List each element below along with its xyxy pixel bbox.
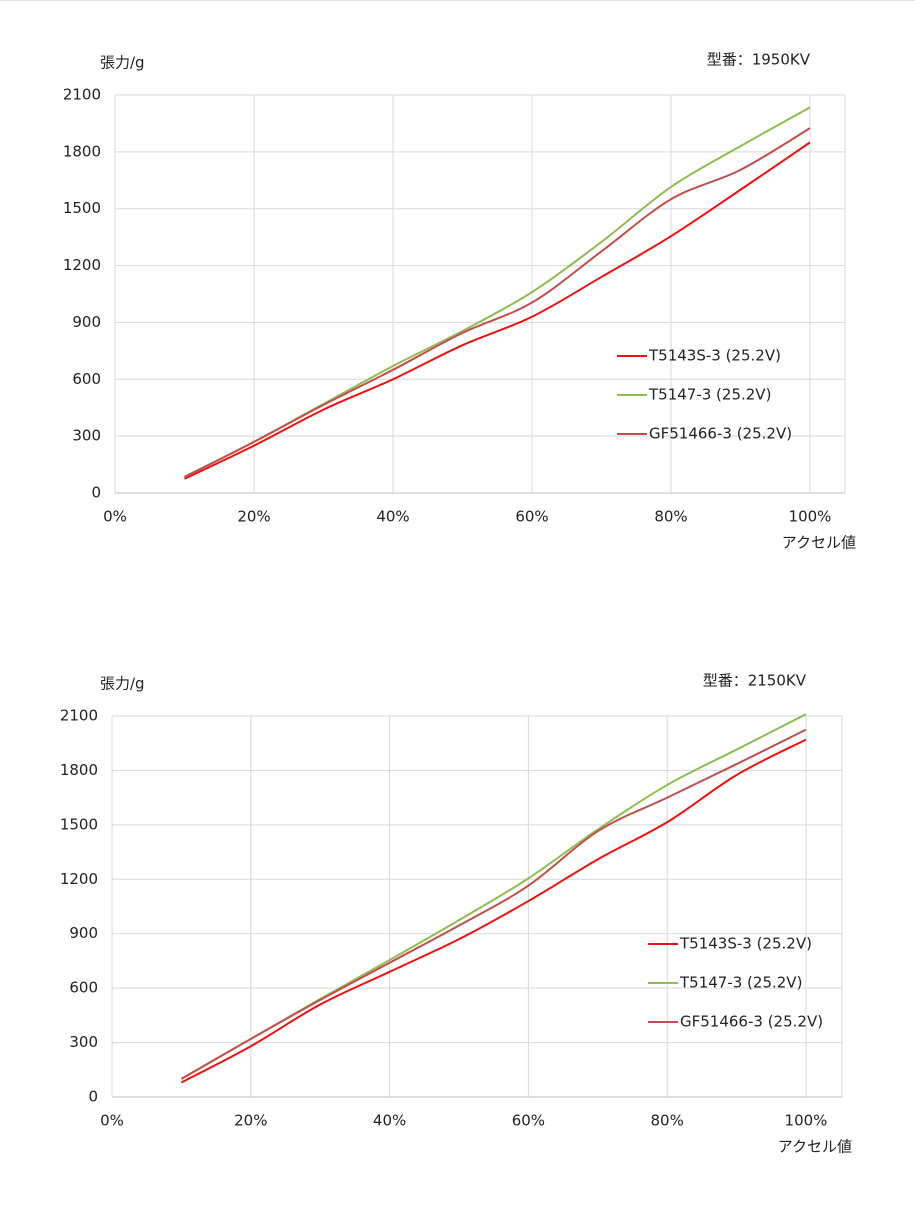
y-tick-label: 900: [72, 313, 101, 331]
x-tick-label: 60%: [515, 508, 548, 526]
legend-label: T5143S-3 (25.2V): [648, 347, 781, 365]
x-tick-label: 60%: [512, 1112, 545, 1130]
legend-label: GF51466-3 (25.2V): [649, 425, 792, 443]
y-axis-title: 張力/g: [100, 675, 145, 693]
x-tick-label: 0%: [103, 508, 127, 526]
y-tick-label: 1800: [63, 142, 101, 160]
x-tick-label: 40%: [373, 1112, 406, 1130]
y-tick-label: 2100: [63, 86, 101, 104]
series-line: [184, 141, 811, 480]
x-tick-label: 20%: [234, 1112, 267, 1130]
x-tick-label: 80%: [651, 1112, 684, 1130]
y-tick-label: 600: [72, 370, 101, 388]
y-axis-title: 張力/g: [100, 54, 145, 72]
series-line: [184, 106, 811, 478]
x-tick-label: 100%: [789, 508, 832, 526]
y-tick-label: 1200: [60, 870, 98, 888]
y-tick-label: 2100: [60, 707, 98, 725]
legend-label: T5143S-3 (25.2V): [679, 935, 812, 953]
y-tick-label: 1800: [60, 761, 98, 779]
legend-label: T5147-3 (25.2V): [679, 974, 802, 992]
y-tick-label: 1500: [60, 815, 98, 833]
x-axis-title: アクセル値: [778, 1138, 852, 1156]
series-line: [180, 738, 807, 1084]
y-tick-label: 600: [69, 979, 98, 997]
y-tick-label: 0: [88, 1088, 98, 1106]
x-axis-title: アクセル値: [782, 534, 856, 552]
x-tick-label: 0%: [100, 1112, 124, 1130]
y-tick-label: 300: [72, 427, 101, 445]
y-tick-label: 1500: [63, 199, 101, 217]
series-line: [180, 728, 807, 1080]
y-tick-label: 900: [69, 924, 98, 942]
legend-label: T5147-3 (25.2V): [648, 386, 771, 404]
x-tick-label: 80%: [654, 508, 687, 526]
y-tick-label: 0: [91, 484, 101, 502]
chart-title: 型番：2150KV: [703, 672, 807, 690]
x-tick-label: 20%: [237, 508, 270, 526]
chart-title: 型番：1950KV: [707, 51, 811, 69]
legend-label: GF51466-3 (25.2V): [680, 1013, 823, 1031]
y-tick-label: 1200: [63, 256, 101, 274]
series-line: [184, 127, 811, 478]
x-tick-label: 100%: [785, 1112, 828, 1130]
x-tick-label: 40%: [376, 508, 409, 526]
y-tick-label: 300: [69, 1033, 98, 1051]
